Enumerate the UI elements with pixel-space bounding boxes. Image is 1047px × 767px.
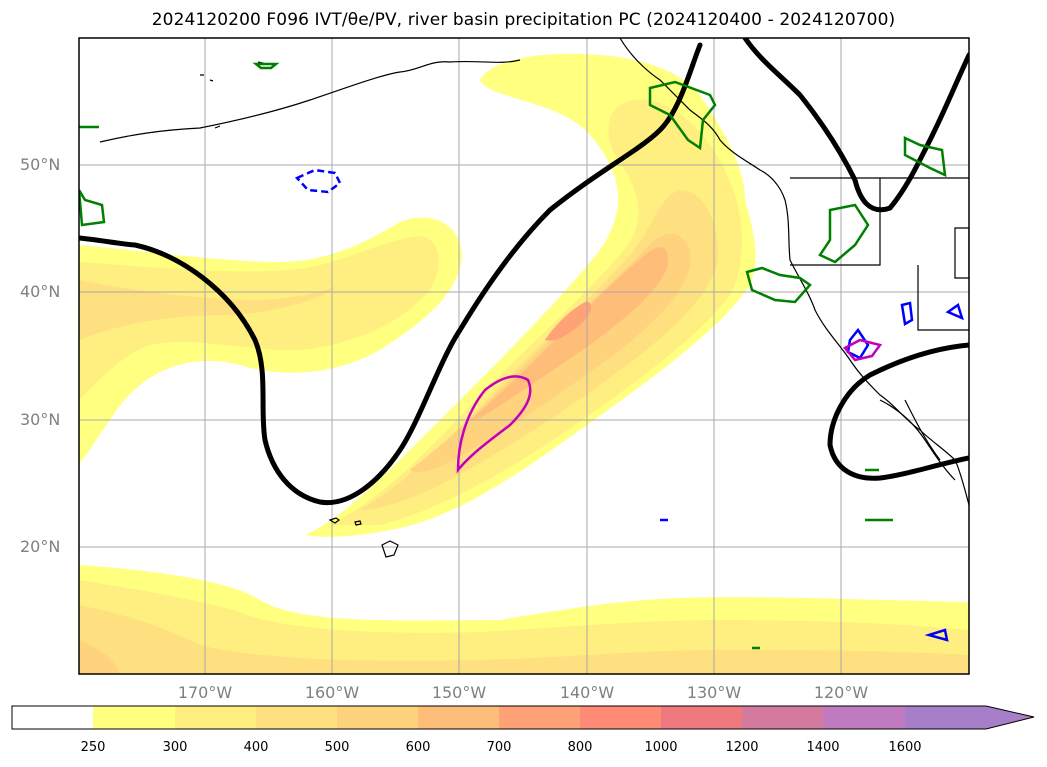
lat-label-40n: 40°N <box>20 282 61 301</box>
colorbar-label: 500 <box>324 740 350 755</box>
colorbar-label: 300 <box>162 740 188 755</box>
map-frame <box>78 37 970 675</box>
lon-label-150w: 150°W <box>431 683 487 702</box>
gridlines <box>79 38 969 674</box>
magenta-contours <box>456 338 883 474</box>
ivt-ar-700 <box>545 301 592 341</box>
lon-label-140w: 140°W <box>559 683 615 702</box>
theta-e-contours <box>79 38 969 506</box>
ivt-west-300 <box>79 236 439 400</box>
colorbar-label: 700 <box>486 740 512 755</box>
colorbar <box>11 705 1035 730</box>
colorbar-label: 1600 <box>888 740 922 755</box>
colorbar-label: 1200 <box>725 740 759 755</box>
colorbar-label: 1400 <box>806 740 840 755</box>
colorbar-label: 250 <box>80 740 106 755</box>
ivt-shading <box>79 53 969 674</box>
map-title: 2024120200 F096 IVT/θe/PV, river basin p… <box>151 10 896 30</box>
lat-label-30n: 30°N <box>20 410 61 429</box>
coastlines <box>99 38 969 558</box>
blue-contours <box>294 168 964 642</box>
colorbar-label: 400 <box>243 740 269 755</box>
ivt-ar-300 <box>330 99 742 525</box>
lon-label-130w: 130°W <box>686 683 742 702</box>
ivt-south-400 <box>79 605 969 674</box>
colorbar-label: 1000 <box>644 740 678 755</box>
lon-label-160w: 160°W <box>304 683 360 702</box>
lat-label-50n: 50°N <box>20 155 61 174</box>
lon-label-120w: 120°W <box>813 683 869 702</box>
ivt-south-500 <box>79 640 120 674</box>
lon-label-170w: 170°W <box>177 683 233 702</box>
green-contours <box>79 62 947 650</box>
colorbar-label: 600 <box>405 740 431 755</box>
ivt-west-400 <box>79 280 340 340</box>
lat-label-20n: 20°N <box>20 537 61 556</box>
colorbar-label: 800 <box>567 740 593 755</box>
